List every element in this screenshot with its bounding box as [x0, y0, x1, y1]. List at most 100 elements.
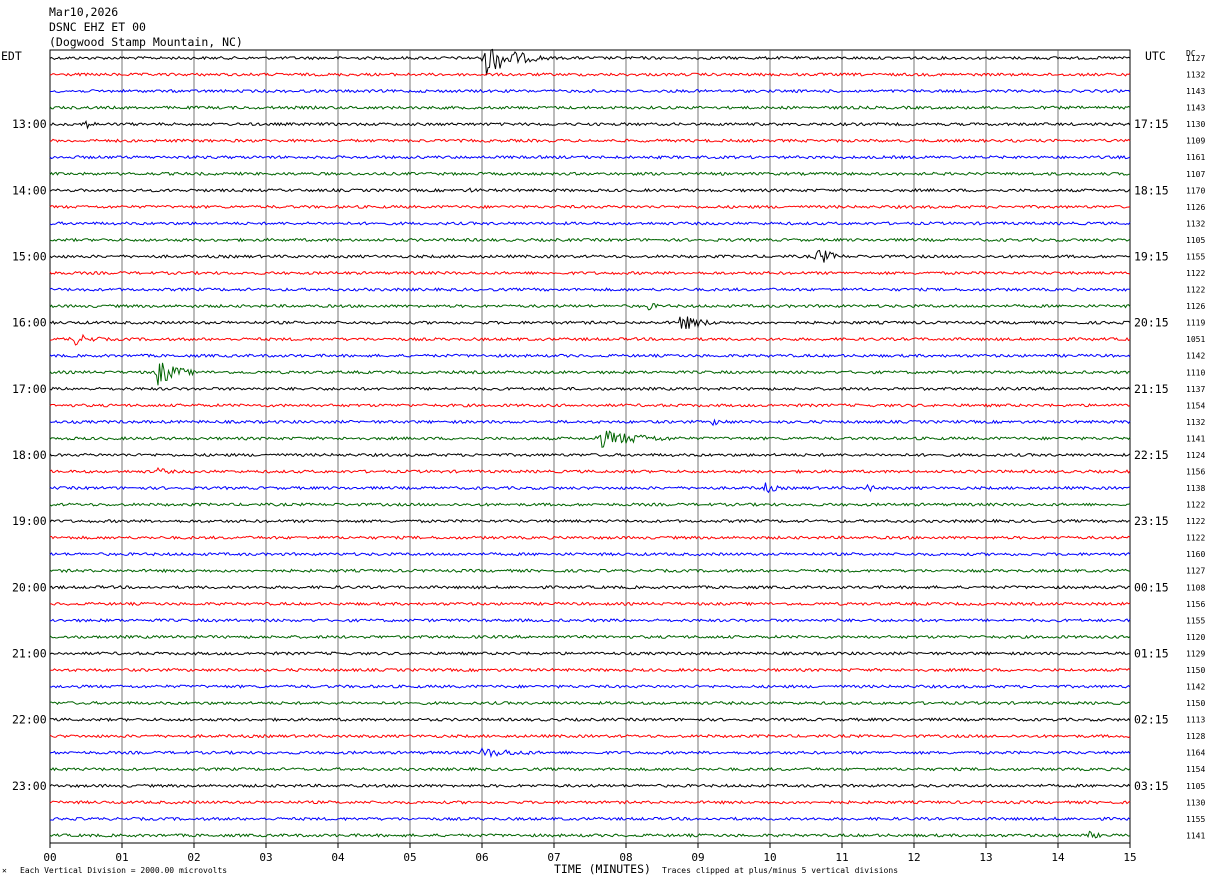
plot-frame [49, 49, 1131, 844]
seismic-trace-1 [49, 72, 1131, 77]
dc-offset-label: 1126 [1186, 302, 1205, 311]
left-hour-label: 22:00 [12, 713, 47, 727]
left-hour-label: 16:00 [12, 316, 47, 330]
seismic-trace-25 [49, 466, 1131, 475]
dc-offset-label: 1132 [1186, 71, 1205, 80]
seismic-trace-37 [49, 667, 1131, 673]
seismic-trace-26 [49, 482, 1131, 494]
x-tick-label: 11 [835, 851, 848, 864]
seismic-trace-34 [49, 618, 1131, 623]
dc-offset-label: 1156 [1186, 600, 1205, 609]
left-hour-label: 20:00 [12, 580, 47, 594]
dc-offset-label: 1142 [1186, 352, 1205, 361]
dc-offset-label: 1122 [1186, 501, 1205, 510]
left-hour-label: 18:00 [12, 448, 47, 462]
seismic-trace-39 [50, 700, 1131, 706]
dc-offset-label: 1154 [1186, 765, 1205, 774]
seismic-trace-12 [49, 249, 1131, 263]
seismic-trace-9 [49, 204, 1131, 210]
seismic-trace-35 [49, 634, 1131, 640]
dc-offset-label: 1127 [1186, 54, 1205, 63]
corner-mark: ✕ [2, 866, 7, 875]
right-hour-label: 21:15 [1134, 382, 1169, 396]
dc-offset-label: 1138 [1186, 484, 1205, 493]
x-tick-label: 03 [259, 851, 272, 864]
seismic-trace-8 [49, 187, 1131, 193]
dc-offset-label: 1124 [1186, 451, 1205, 460]
x-tick-label: 05 [403, 851, 416, 864]
seismic-trace-17 [49, 333, 1131, 346]
plot-grid [49, 49, 1131, 844]
x-axis-ticks: 00 01 02 03 04 05 06 07 08 09 10 11 12 13 14 15 [43, 843, 1137, 864]
dc-offset-label: 1130 [1186, 798, 1205, 807]
x-axis-title: TIME (MINUTES) [554, 862, 651, 876]
dc-offset-label: 1142 [1186, 683, 1205, 692]
seismic-trace-27 [49, 502, 1131, 507]
station-channel: DSNC EHZ ET 00 [49, 20, 146, 34]
seismic-trace-10 [49, 221, 1131, 226]
dc-offset-label: 1105 [1186, 782, 1205, 791]
dc-offset-label: 1161 [1186, 153, 1205, 162]
dc-offset-label: 1154 [1186, 401, 1205, 410]
dc-offset-label: 1143 [1186, 104, 1205, 113]
x-tick-label: 07 [547, 851, 560, 864]
dc-offset-label: 1141 [1186, 831, 1205, 840]
dc-offset-label: 1122 [1186, 269, 1205, 278]
dc-offset-label: 1108 [1186, 583, 1205, 592]
left-hour-label: 21:00 [12, 646, 47, 660]
seismic-trace-21 [49, 403, 1131, 408]
seismic-trace-3 [49, 105, 1131, 110]
dc-offset-label: 1164 [1186, 749, 1205, 758]
dc-offset-labels: 1127 1132 1143 1143 1130 1109 1161 1107 1170 1126… [1186, 54, 1205, 840]
x-tick-label: 09 [691, 851, 704, 864]
seismic-trace-31 [49, 568, 1131, 574]
x-tick-label: 12 [907, 851, 920, 864]
dc-offset-label: 1113 [1186, 716, 1205, 725]
x-tick-label: 13 [979, 851, 992, 864]
dc-offset-label: 1155 [1186, 815, 1205, 824]
seismic-trace-47 [49, 830, 1131, 839]
seismic-trace-0 [49, 48, 1131, 76]
dc-offset-label: 1132 [1186, 219, 1205, 228]
seismic-trace-11 [49, 237, 1131, 243]
seismic-trace-18 [49, 353, 1131, 359]
right-hour-label: 17:15 [1134, 117, 1169, 131]
dc-offset-label: 1156 [1186, 468, 1205, 477]
hour-labels: 13:00 14:00 15:00 16:00 17:00 18:00 19:00 20:00… [12, 117, 1169, 793]
seismic-trace-15 [49, 303, 1131, 311]
dc-offset-label: 1107 [1186, 170, 1205, 179]
seismic-trace-24 [49, 452, 1131, 458]
seismic-trace-2 [49, 88, 1131, 94]
seismic-trace-42 [49, 747, 1131, 759]
station-location: (Dogwood Stamp Mountain, NC) [49, 35, 243, 49]
plot-date: Mar10,2026 [49, 5, 119, 19]
right-timezone-label: UTC [1145, 49, 1166, 63]
dc-offset-label: 1128 [1186, 732, 1205, 741]
seismic-trace-32 [49, 584, 1130, 590]
dc-offset-label: 1122 [1186, 517, 1205, 526]
dc-offset-label: 1120 [1186, 633, 1205, 642]
dc-offset-label: 1170 [1186, 186, 1205, 195]
right-hour-label: 02:15 [1134, 713, 1169, 727]
dc-offset-label: 1155 [1186, 252, 1205, 261]
dc-offset-label: 1122 [1186, 534, 1205, 543]
seismic-trace-38 [49, 684, 1131, 689]
dc-offset-label: 1155 [1186, 616, 1205, 625]
seismic-trace-23 [49, 430, 1131, 448]
dc-offset-label: 1127 [1186, 567, 1205, 576]
seismic-trace-6 [49, 154, 1131, 160]
dc-offset-label: 1122 [1186, 286, 1205, 295]
x-tick-label: 01 [115, 851, 128, 864]
dc-offset-label: 1150 [1186, 699, 1205, 708]
right-hour-label: 03:15 [1134, 779, 1169, 793]
right-hour-label: 22:15 [1134, 448, 1169, 462]
dc-offset-label: 1051 [1186, 335, 1205, 344]
seismic-trace-20 [49, 386, 1131, 392]
x-tick-label: 02 [187, 851, 200, 864]
seismic-trace-45 [49, 799, 1131, 805]
right-hour-label: 18:15 [1134, 183, 1169, 197]
left-timezone-label: EDT [1, 49, 22, 63]
seismic-trace-41 [49, 733, 1131, 739]
seismic-trace-33 [50, 601, 1131, 607]
dc-offset-label: 1132 [1186, 418, 1205, 427]
